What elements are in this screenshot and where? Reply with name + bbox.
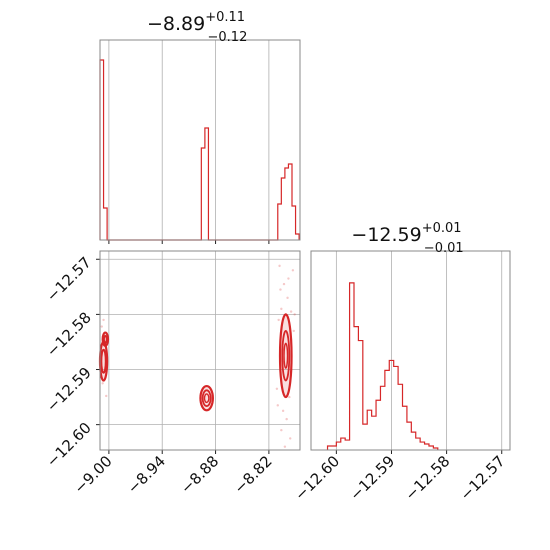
- y-marginal-tick-label-1: −12.59: [346, 452, 398, 504]
- joint-contour-3-2: [283, 342, 289, 369]
- joint-point-14: [285, 417, 288, 421]
- joint-point-2: [101, 382, 104, 385]
- joint-point-15: [280, 428, 283, 432]
- y-marginal-histogram: [326, 282, 439, 450]
- y-marginal-frame: [310, 250, 511, 451]
- joint-point-5: [278, 264, 281, 268]
- joint-ytick-label-3: −12.60: [43, 419, 95, 471]
- joint-point-12: [288, 395, 291, 399]
- joint-ytick-label-0: −12.57: [43, 253, 95, 305]
- y-marginal-tick-label-0: −12.60: [291, 452, 343, 504]
- joint-ytick-label-2: −12.59: [43, 364, 95, 416]
- y-marginal-title-median: −12.59: [351, 224, 421, 246]
- joint-contour-0-1: [100, 348, 107, 374]
- y-marginal-title-plus: +0.01: [422, 221, 462, 236]
- joint-contour-1-1: [103, 334, 108, 344]
- joint-point-0: [100, 325, 103, 328]
- joint-point-13: [281, 409, 285, 413]
- joint-point-11: [292, 329, 295, 333]
- joint-point-18: [276, 404, 279, 407]
- joint-xtick-label-2: −8.88: [177, 452, 222, 497]
- joint-point-9: [289, 310, 293, 313]
- joint-xtick-label-3: −8.82: [230, 452, 275, 497]
- joint-point-3: [105, 394, 108, 398]
- joint-contours: [98, 313, 293, 412]
- joint-point-10: [277, 318, 280, 322]
- joint-point-21: [279, 288, 282, 291]
- x-marginal-histogram: [99, 59, 300, 241]
- joint-point-7: [286, 296, 289, 300]
- joint-xtick-label-0: −9.00: [70, 452, 115, 497]
- joint-contour-3-0: [278, 313, 293, 399]
- x-marginal-title-minus: −0.12: [208, 30, 248, 45]
- x-marginal-title: −8.89+0.11: [147, 10, 245, 35]
- joint-point-22: [293, 313, 296, 316]
- joint-contour-1-0: [101, 331, 110, 347]
- joint-point-16: [289, 437, 292, 440]
- joint-panel: −9.00 −8.94 −8.88 −8.82 −12.57−12.58−12.59−1…: [43, 250, 301, 497]
- joint-point-17: [283, 445, 287, 448]
- y-marginal-tick-label-3: −12.57: [457, 452, 509, 504]
- joint-point-6: [282, 282, 286, 286]
- x-marginal-grid: [108, 40, 270, 240]
- y-marginal-tick-label-2: −12.58: [401, 452, 453, 504]
- x-marginal-histogram-line: [99, 59, 300, 241]
- x-marginal-title-median: −8.89: [147, 13, 205, 35]
- y-marginal-panel: −12.60 −12.59 −12.58 −12.57−12.59+0.01−0.01: [291, 221, 511, 504]
- joint-ytick-label-1: −12.58: [43, 308, 95, 360]
- joint-grid: [100, 251, 300, 450]
- x-marginal-frame: [99, 39, 301, 241]
- joint-point-19: [291, 269, 295, 272]
- joint-point-4: [102, 318, 105, 322]
- joint-contour-2-0: [199, 384, 214, 412]
- y-marginal-histogram-line: [326, 282, 439, 450]
- joint-ticks: [96, 258, 270, 454]
- joint-point-23: [275, 387, 279, 391]
- joint-contour-3-1: [281, 330, 291, 382]
- y-marginal-title-minus: −0.01: [424, 241, 464, 256]
- joint-contour-2-2: [203, 393, 210, 404]
- y-marginal-grid: [335, 251, 503, 450]
- joint-xtick-label-1: −8.94: [124, 452, 169, 497]
- joint-points: [100, 264, 296, 448]
- y-marginal-title: −12.59+0.01: [351, 221, 461, 246]
- joint-point-20: [287, 277, 290, 280]
- x-marginal-ticks: [108, 240, 270, 244]
- x-marginal-title-plus: +0.11: [205, 10, 245, 25]
- joint-contour-2-1: [201, 389, 212, 407]
- joint-frame: [99, 250, 301, 451]
- y-marginal-ticks: [335, 450, 503, 454]
- x-marginal-panel: −8.89+0.11−0.12: [99, 10, 301, 244]
- joint-point-8: [280, 307, 283, 311]
